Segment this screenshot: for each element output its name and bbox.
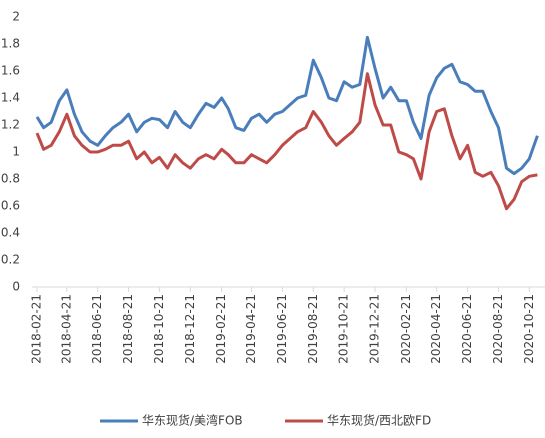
x-tick-label: 2018-10-21 [152, 294, 166, 364]
x-tick-label: 2020-06-21 [460, 294, 474, 364]
y-tick-label: 1.4 [1, 91, 20, 105]
x-tick-label: 2018-06-21 [90, 294, 104, 364]
y-tick-label: 1.6 [1, 64, 20, 78]
y-tick-label: 1 [12, 145, 20, 159]
x-tick-label: 2019-02-21 [214, 294, 228, 364]
x-tick-label: 2019-10-21 [337, 294, 351, 364]
x-tick-label: 2019-06-21 [275, 294, 289, 364]
x-tick-label: 2019-12-21 [367, 294, 381, 364]
x-tick-label: 2018-08-21 [121, 294, 135, 364]
x-tick-label: 2019-04-21 [244, 294, 258, 364]
x-tick-label: 2020-02-21 [399, 294, 413, 364]
x-tick-label: 2018-12-21 [183, 294, 197, 364]
x-tick-label: 2020-04-21 [429, 294, 443, 364]
legend-label: 华东现货/美湾FOB [142, 413, 243, 428]
series-line [35, 35, 539, 176]
y-tick-label: 1.8 [1, 37, 20, 51]
y-tick-label: 0.8 [1, 172, 20, 186]
x-tick-label: 2019-08-21 [306, 294, 320, 364]
x-tick-label: 2018-02-21 [30, 294, 44, 364]
y-tick-label: 0.6 [1, 199, 20, 213]
legend-label: 华东现货/西北欧FD [327, 413, 431, 428]
x-tick-label: 2020-10-21 [522, 294, 536, 364]
x-tick-label: 2018-04-21 [59, 294, 73, 364]
y-tick-label: 0.2 [1, 253, 20, 267]
y-tick-label: 2 [12, 10, 20, 24]
y-tick-label: 0 [12, 280, 20, 294]
x-tick-label: 2020-08-21 [491, 294, 505, 364]
y-tick-label: 1.2 [1, 118, 20, 132]
series-line [35, 72, 538, 211]
y-tick-label: 0.4 [1, 226, 20, 240]
